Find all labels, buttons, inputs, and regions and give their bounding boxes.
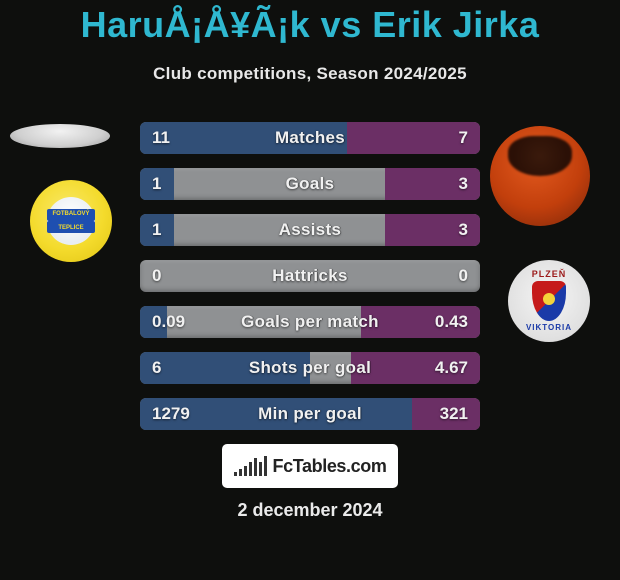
stat-row: 1 3 Assists	[140, 214, 480, 246]
stat-value-right: 0.43	[435, 306, 468, 338]
player1-club-badge: FOTBALOVÝ FTK TEPLICE	[30, 180, 112, 262]
stat-value-left: 1279	[152, 398, 190, 430]
stat-label: Matches	[275, 128, 345, 148]
stat-label: Hattricks	[272, 266, 347, 286]
stat-row: 0 0 Hattricks	[140, 260, 480, 292]
stat-label: Goals per match	[241, 312, 379, 332]
stat-value-right: 321	[440, 398, 468, 430]
stat-row: 6 4.67 Shots per goal	[140, 352, 480, 384]
club-text-top: FOTBALOVÝ	[53, 211, 90, 217]
club-badge-inner: FOTBALOVÝ FTK TEPLICE	[47, 197, 95, 245]
club-text-bottom: TEPLICE	[58, 225, 83, 231]
player2-photo	[490, 126, 590, 226]
club2-shield-icon	[532, 281, 566, 321]
stat-label: Shots per goal	[249, 358, 371, 378]
subtitle: Club competitions, Season 2024/2025	[0, 64, 620, 84]
stat-row: 11 7 Matches	[140, 122, 480, 154]
stat-value-right: 3	[459, 168, 468, 200]
date-label: 2 december 2024	[0, 500, 620, 521]
stat-value-right: 0	[459, 260, 468, 292]
stat-row: 1 3 Goals	[140, 168, 480, 200]
logo-bars-icon	[234, 456, 267, 476]
stat-row: 0.09 0.43 Goals per match	[140, 306, 480, 338]
stat-label: Goals	[286, 174, 335, 194]
stat-label: Min per goal	[258, 404, 362, 424]
stat-value-left: 1	[152, 214, 161, 246]
stats-panel: 11 7 Matches 1 3 Goals 1 3 Assists 0 0 Hattricks 0.0…	[140, 122, 480, 444]
stat-value-left: 0.09	[152, 306, 185, 338]
stat-value-left: 1	[152, 168, 161, 200]
player2-club-badge: PLZEŇ VIKTORIA	[508, 260, 590, 342]
logo-text: FcTables.com	[273, 456, 387, 477]
club2-bottom-text: VIKTORIA	[526, 323, 572, 332]
stat-value-right: 3	[459, 214, 468, 246]
stat-row: 1279 321 Min per goal	[140, 398, 480, 430]
page-title: HaruÅ¡Å¥Ã¡k vs Erik Jirka	[0, 0, 620, 46]
stat-label: Assists	[279, 220, 342, 240]
fctables-logo: FcTables.com	[222, 444, 398, 488]
stat-value-left: 6	[152, 352, 161, 384]
stat-value-right: 7	[459, 122, 468, 154]
stat-value-right: 4.67	[435, 352, 468, 384]
stat-value-left: 11	[152, 122, 170, 154]
club2-top-text: PLZEŇ	[532, 269, 567, 279]
player1-photo	[10, 124, 110, 148]
stat-value-left: 0	[152, 260, 161, 292]
